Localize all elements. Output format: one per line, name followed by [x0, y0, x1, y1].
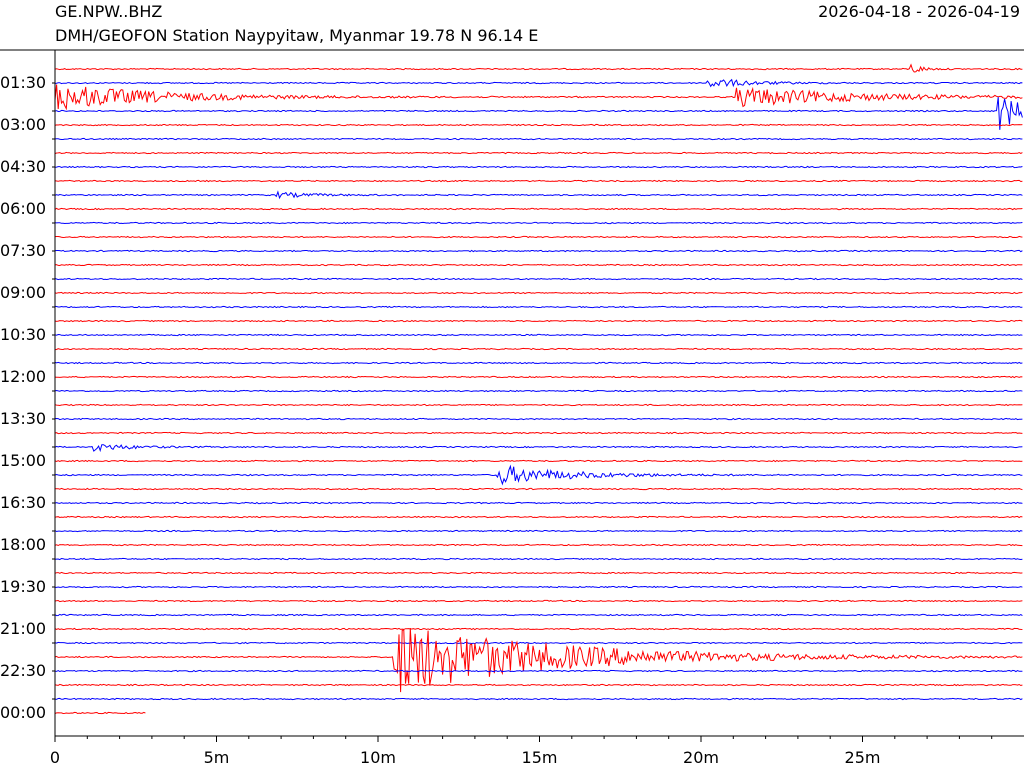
trace-row: [54, 515, 1023, 519]
trace-row: [54, 599, 1023, 603]
date-range: 2026-04-18 - 2026-04-19: [818, 2, 1020, 21]
x-tick-label: 5m: [204, 748, 230, 767]
trace-row: [54, 613, 1023, 617]
trace-row: [54, 78, 1023, 88]
y-tick-label: 01:30: [0, 73, 46, 92]
trace-row: [54, 123, 1023, 127]
trace-row: [54, 403, 1023, 407]
y-tick-label: 06:00: [0, 199, 46, 218]
trace-row: [54, 711, 146, 715]
trace-row: [54, 501, 1023, 505]
station-code: GE.NPW..BHZ: [55, 2, 162, 21]
trace-row: [54, 417, 1023, 421]
trace-row: [54, 190, 1023, 200]
y-tick-label: 12:00: [0, 367, 46, 386]
trace-row: [54, 165, 1023, 169]
trace-row: [54, 571, 1023, 575]
trace-row: [54, 683, 1023, 687]
trace-row: [54, 277, 1023, 281]
y-tick-label: 10:30: [0, 325, 46, 344]
x-tick-label: 10m: [360, 748, 396, 767]
x-tick-label: 15m: [522, 748, 558, 767]
trace-row: [54, 627, 1023, 693]
trace-row: [54, 444, 1023, 453]
y-tick-label: 19:30: [0, 577, 46, 596]
trace-row: [54, 84, 1023, 111]
y-tick-label: 15:00: [0, 451, 46, 470]
trace-row: [54, 137, 1023, 141]
trace-row: [54, 431, 1023, 435]
x-axis: 0 5m 10m 15m 20m 25m: [50, 735, 1024, 767]
trace-row: [54, 529, 1023, 533]
x-tick-label: 20m: [683, 748, 719, 767]
trace-row: [54, 179, 1023, 183]
y-tick-label: 21:00: [0, 619, 46, 638]
trace-row: [54, 221, 1023, 225]
y-tick-label: 00:00: [0, 703, 46, 722]
trace-row: [54, 207, 1023, 211]
trace-rows: [54, 63, 1023, 715]
trace-row: [54, 305, 1023, 309]
trace-row: [54, 263, 1023, 267]
trace-row: [54, 249, 1023, 253]
trace-row: [54, 333, 1023, 337]
trace-row: [54, 319, 1023, 323]
trace-row: [54, 235, 1023, 239]
y-tick-label: 16:30: [0, 493, 46, 512]
trace-row: [54, 389, 1023, 393]
y-axis: 01:30 03:00 04:30 06:00 07:30 09:00 10:30 12:00…: [0, 50, 56, 736]
trace-row: [54, 464, 1023, 486]
y-tick-label: 18:00: [0, 535, 46, 554]
y-tick-label: 22:30: [0, 661, 46, 680]
trace-row: [54, 697, 1023, 701]
trace-row: [54, 63, 1023, 73]
trace-row: [55, 487, 1023, 491]
trace-row: [54, 151, 1023, 155]
station-description: DMH/GEOFON Station Naypyitaw, Myanmar 19…: [55, 26, 538, 45]
y-tick-label: 04:30: [0, 157, 46, 176]
trace-row: [54, 669, 1023, 673]
trace-row: [54, 375, 1023, 379]
trace-row: [54, 641, 1023, 645]
trace-row: [54, 543, 1023, 547]
y-tick-label: 09:00: [0, 283, 46, 302]
trace-row: [54, 627, 1023, 631]
trace-row: [54, 361, 1023, 365]
trace-row: [54, 291, 1023, 295]
x-tick-label: 0: [50, 748, 60, 767]
trace-row: [54, 97, 1023, 130]
y-tick-label: 13:30: [0, 409, 46, 428]
x-tick-label: 25m: [845, 748, 881, 767]
trace-row: [54, 557, 1023, 561]
trace-row: [55, 585, 1023, 589]
y-tick-label: 03:00: [0, 115, 46, 134]
y-tick-label: 07:30: [0, 241, 46, 260]
trace-row: [54, 459, 1023, 463]
trace-row: [54, 347, 1023, 351]
